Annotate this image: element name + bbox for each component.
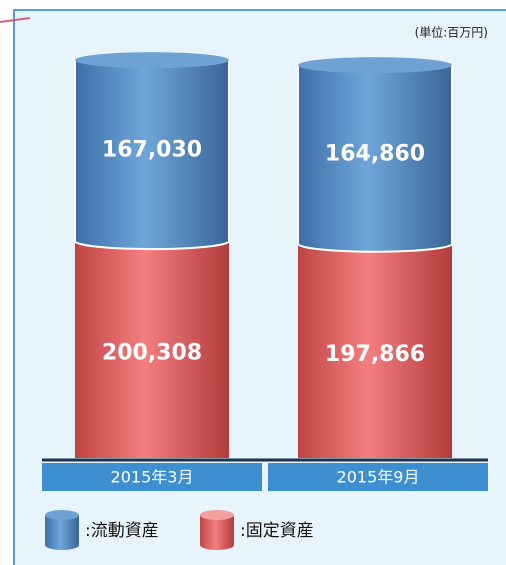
unit-label: (単位:百万円) [415, 25, 488, 40]
x-tick-label: 2015年3月 [111, 468, 194, 487]
cylinder-cap [298, 57, 452, 74]
legend-swatch [45, 515, 79, 550]
legend-label: :流動資産 [85, 521, 159, 541]
legend-cap [200, 510, 234, 520]
value-label: 197,866 [325, 342, 425, 367]
bar-segment [298, 243, 452, 458]
legend-label: :固定資産 [240, 521, 314, 541]
legend-swatch [200, 515, 234, 550]
accent-line [0, 17, 31, 23]
bar-segment [75, 241, 229, 458]
legend-cap [45, 510, 79, 520]
cylinder-cap [75, 52, 229, 69]
x-tick-label: 2015年9月 [337, 468, 420, 487]
category-band [268, 463, 488, 491]
value-label: 164,860 [325, 141, 425, 166]
value-label: 200,308 [102, 341, 202, 366]
value-label: 167,030 [102, 138, 202, 163]
bar-segment [74, 59, 230, 251]
bar-segment [297, 64, 453, 253]
category-band [42, 463, 262, 491]
